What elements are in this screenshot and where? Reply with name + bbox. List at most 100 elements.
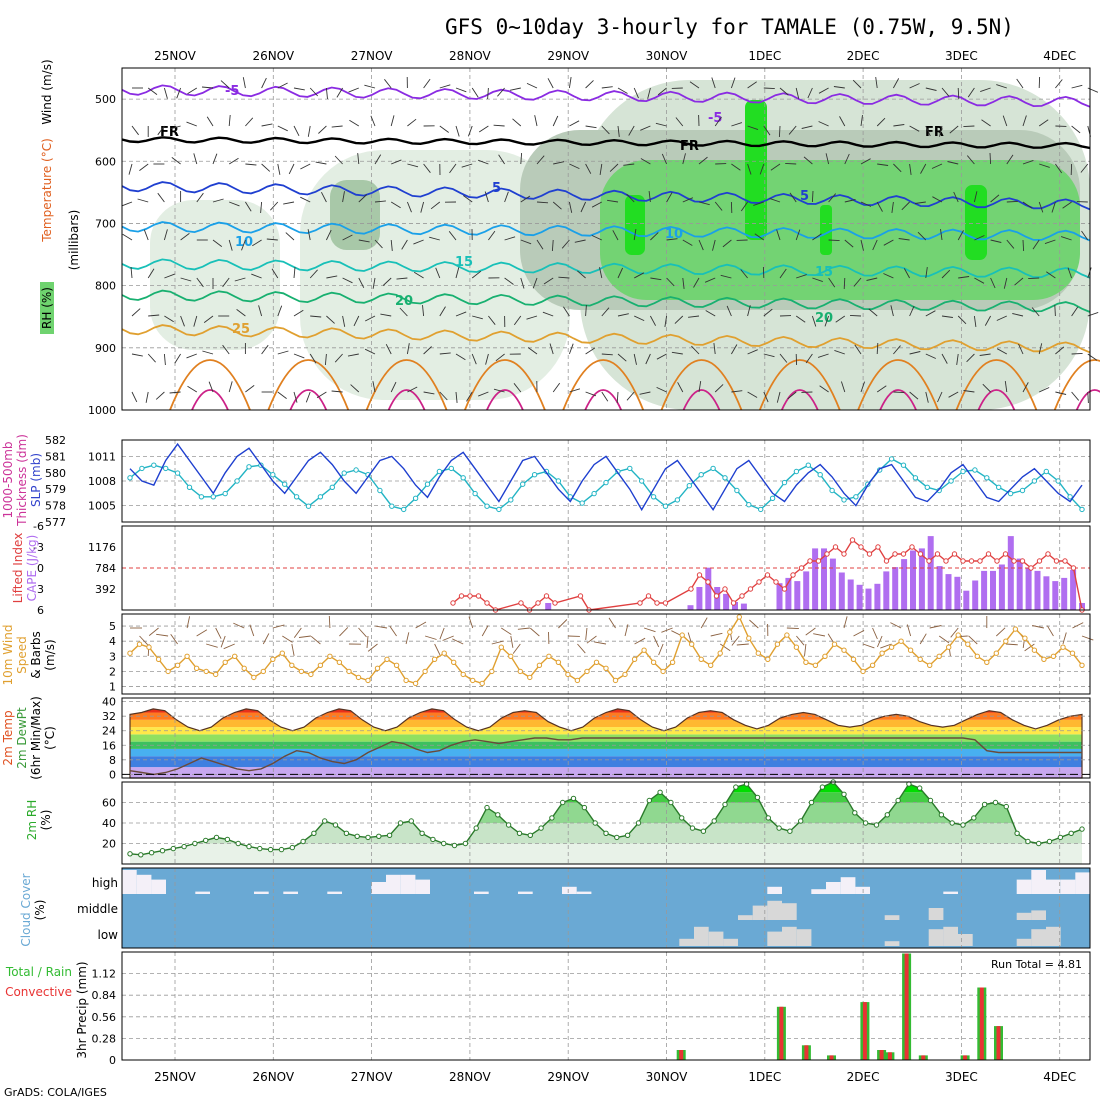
wind-barb [471,270,482,279]
wind-barb [601,86,613,89]
wind-barb-10m [367,643,378,652]
cape-bar [1061,577,1068,610]
temp-band [130,708,1082,713]
cloud-cell [283,891,298,894]
wind-barb [513,315,522,326]
wind-barb [893,163,902,173]
cape-bar [545,603,552,610]
thickness-point [412,495,419,501]
wind-barb [925,87,937,91]
bottom-date-label: 29NOV [547,1070,589,1084]
thickness-point [734,487,740,494]
temperature-contour [121,289,1091,313]
wind-barb [941,315,953,318]
wind-barb [990,277,996,289]
precip-convective-bar [779,1006,784,1060]
wind-barb [1044,239,1056,245]
wind-barb [300,163,311,170]
wind-barb [148,314,160,317]
wind-barb [698,156,708,165]
wind-barb [1080,163,1089,173]
thickness-point [484,503,490,509]
wind-barb-10m [719,643,731,652]
top-date-label: 27NOV [351,49,393,63]
cloud-cell [943,891,958,894]
wind-barb [143,229,149,241]
rh2m-point [841,791,847,797]
temperature-contour [121,181,1091,211]
rh2m-point [560,799,566,806]
rh2m-point [516,830,523,836]
wind-barb [245,201,252,212]
rh2m-point [332,822,339,828]
wind-barb [130,266,133,279]
panel-axis-label: CAPE (J/kg) [25,535,39,602]
lifted-index-point [543,593,550,599]
wind-barb [674,315,684,324]
thickness-point [900,462,907,468]
wind-barb [616,391,619,404]
lifted-index-point [1062,558,1068,564]
wind-barb [320,191,327,203]
thickness-point [960,468,966,475]
lifted-index-point [637,600,643,606]
wind-barb [957,87,960,100]
rh2m-point [679,815,685,821]
wind-barb [131,353,143,357]
wind-barb [372,381,376,393]
y-tick-label: 1176 [88,541,116,554]
wind-barb [974,277,985,284]
cloud-row-label: high [92,876,118,890]
precip-frame [121,951,1091,1061]
lifted-index-point [790,572,796,578]
temp-band [130,767,1082,778]
panel-axis-label: 2m DewPt [15,707,29,769]
wind10m-point [907,647,914,653]
wind-barb [868,308,878,317]
wind-barb [834,349,845,355]
y-tick-label: 579 [45,483,66,496]
cape-bar [794,581,801,610]
wind-barb [1055,391,1067,395]
y-tick-label: 24 [102,725,116,738]
precip-convective-bar [862,1002,867,1060]
wind-barb [747,163,752,175]
wind-barb [293,87,305,91]
wind-barb [617,87,628,94]
wind-barb [883,239,894,246]
wind-barb [609,163,619,172]
rh2m-point [603,830,609,836]
wind-barb [833,86,845,89]
top-date-label: 4DEC [1043,49,1076,63]
wind-barb [949,125,959,134]
wind-barb [909,391,919,400]
wind-barb [293,125,300,137]
wind-barb [493,124,505,127]
wind-barb [121,201,133,207]
wind-barb-10m [512,643,521,654]
cloud-cell [1060,879,1076,894]
wind-barb [261,344,269,355]
thickness-point [508,497,514,503]
wind-barb [342,277,353,284]
wind-barb [485,353,489,365]
wind-barb [552,382,561,393]
wind10m-point [508,653,514,659]
y-tick-label: 1005 [88,500,116,513]
wind-barb [956,353,959,365]
wind-barb [324,353,327,366]
wind-barb-10m [293,627,302,638]
wind-barb [551,239,554,252]
bottom-date-label: 2DEC [847,1070,880,1084]
wind10m-point [574,677,581,684]
wind10m-point [536,662,543,668]
wind10m-point [584,668,590,675]
wind-barb [283,201,295,205]
rh2m-point [462,840,469,847]
cloud-cell [884,941,900,946]
wind-barb [270,201,279,211]
wind-barb [1006,154,1014,165]
wind-barb [509,87,521,91]
wind-barb-10m [510,635,514,648]
lifted-index-point [535,600,541,606]
